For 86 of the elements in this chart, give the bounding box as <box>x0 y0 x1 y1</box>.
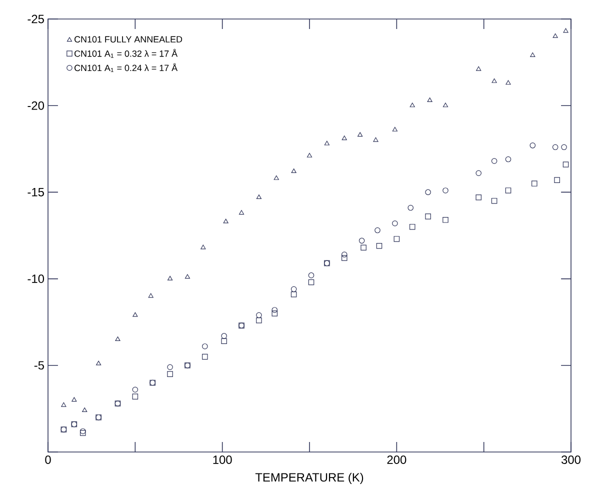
point <box>184 274 190 279</box>
point <box>552 33 558 38</box>
point <box>442 102 448 108</box>
point <box>492 78 497 83</box>
point <box>442 188 448 194</box>
point <box>148 293 154 298</box>
x-tick-label: 300 <box>561 456 581 464</box>
point <box>506 80 511 85</box>
point <box>476 66 482 71</box>
point <box>476 170 482 176</box>
point <box>341 252 348 258</box>
point <box>202 343 208 350</box>
point <box>392 126 398 132</box>
x-tick-label: 0 <box>45 456 51 464</box>
point <box>394 236 400 242</box>
point <box>221 333 227 339</box>
point <box>132 312 138 317</box>
point <box>238 210 244 215</box>
point <box>554 177 560 183</box>
point <box>306 152 312 158</box>
y-tick-label: -25 <box>28 14 44 24</box>
point <box>115 336 120 342</box>
point <box>358 132 363 137</box>
point <box>342 136 347 140</box>
point <box>409 224 416 230</box>
y-tick-label: -15 <box>28 188 44 196</box>
point <box>532 180 538 186</box>
point <box>308 279 314 286</box>
point <box>82 408 88 412</box>
point <box>373 137 378 142</box>
point <box>358 238 365 244</box>
point <box>530 52 536 57</box>
point <box>291 168 296 173</box>
point <box>96 360 102 366</box>
point <box>374 227 380 234</box>
x-axis-title: TEMPERATURE (K) <box>255 472 364 484</box>
point <box>442 217 448 223</box>
point <box>132 394 138 400</box>
point <box>563 28 568 33</box>
point <box>272 310 278 316</box>
point <box>72 397 77 402</box>
point <box>360 244 366 251</box>
point <box>167 364 173 370</box>
point <box>530 142 536 148</box>
point <box>290 286 297 292</box>
point <box>274 175 279 180</box>
point <box>505 188 512 194</box>
point <box>476 194 482 200</box>
point <box>132 386 138 393</box>
point <box>491 158 498 164</box>
y-tick-label: -5 <box>34 361 44 370</box>
point <box>256 194 262 199</box>
point <box>425 214 431 220</box>
point <box>223 218 228 224</box>
point <box>80 430 86 436</box>
point <box>505 156 512 162</box>
y-tick-label: -20 <box>28 101 44 110</box>
point <box>552 144 558 150</box>
legend-label: CN101 A$_{1}$ = 0.24 λ = 17 Å <box>74 63 178 72</box>
point <box>427 98 432 102</box>
point <box>562 162 569 168</box>
point <box>561 144 567 150</box>
x-tick-label: 200 <box>387 456 406 464</box>
point <box>392 220 398 226</box>
point <box>491 198 498 204</box>
point <box>80 428 86 434</box>
point <box>290 291 297 298</box>
point <box>324 140 330 146</box>
y-tick-label: -10 <box>28 274 44 284</box>
point <box>408 204 414 211</box>
point <box>221 338 227 344</box>
point <box>256 317 262 324</box>
point <box>376 242 382 249</box>
point <box>61 402 66 407</box>
point <box>308 272 314 278</box>
point <box>272 307 278 313</box>
legend-label: CN101 A$_{1}$ = 0.32 λ = 17 Å <box>74 48 178 58</box>
x-tick-label: 100 <box>213 456 232 464</box>
point <box>341 255 348 261</box>
point <box>410 102 415 108</box>
point <box>202 354 208 360</box>
point <box>200 244 206 250</box>
point <box>168 276 173 280</box>
point <box>167 371 173 377</box>
legend-label: CN101 FULLY ANNEALED <box>74 36 182 43</box>
point <box>425 189 431 196</box>
